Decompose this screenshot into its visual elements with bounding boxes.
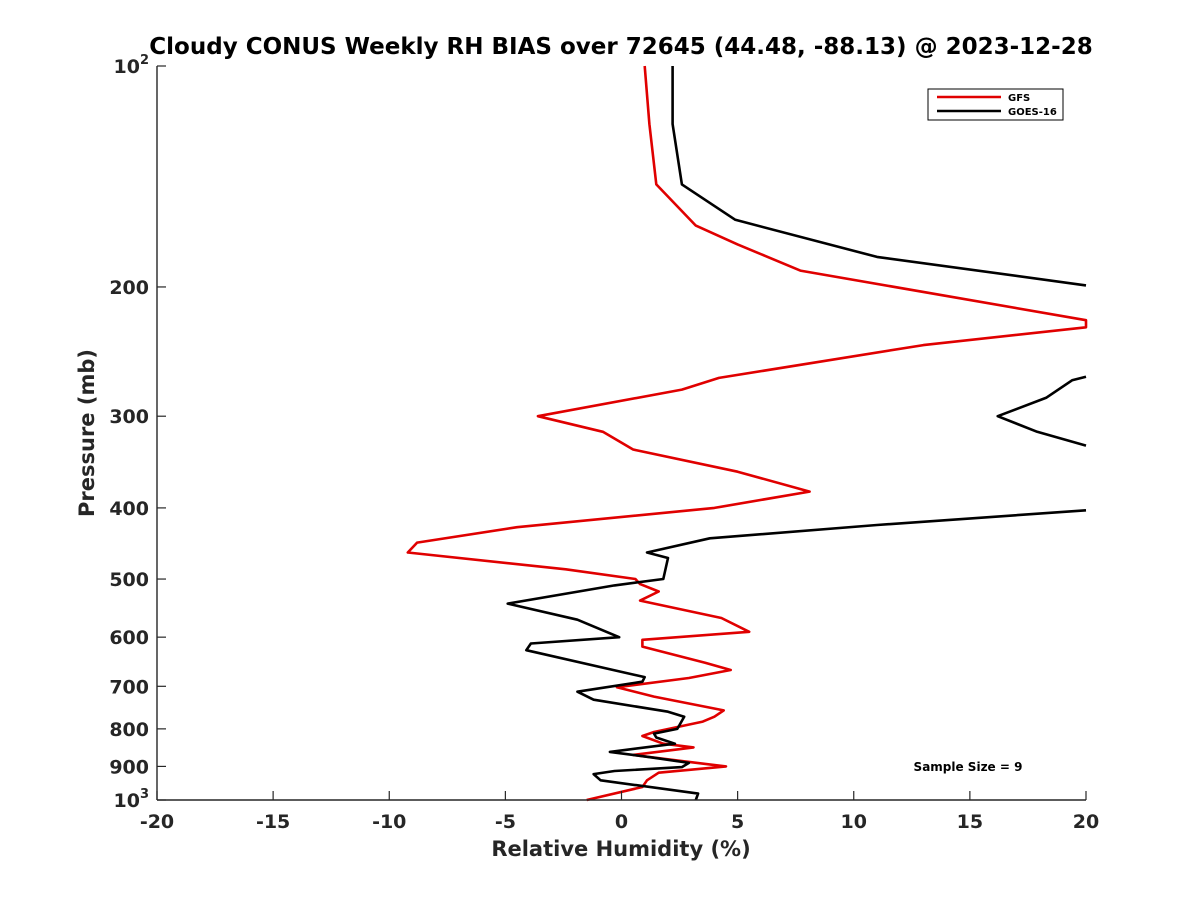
y-tick-label: 900: [109, 756, 149, 778]
chart-title: Cloudy CONUS Weekly RH BIAS over 72645 (…: [149, 34, 1092, 60]
x-axis-label: Relative Humidity (%): [491, 837, 750, 861]
legend-label-goes-16: GOES-16: [1008, 107, 1057, 118]
x-tick-label: 5: [731, 811, 744, 833]
x-tick-label: 10: [841, 811, 867, 833]
x-tick-label: -20: [140, 811, 174, 833]
y-tick-label: 400: [109, 498, 149, 520]
x-tick-label: 0: [615, 811, 628, 833]
legend: GFS GOES-16: [927, 88, 1064, 121]
y-tick-label: 700: [109, 676, 149, 698]
x-tick-label: -5: [495, 811, 516, 833]
legend-label-gfs: GFS: [1008, 93, 1030, 104]
y-tick-label: 500: [109, 569, 149, 591]
y-tick-label: 300: [109, 406, 149, 428]
data-layer: [406, 65, 1088, 802]
y-axis-label: Pressure (mb): [75, 349, 99, 517]
x-tick-label: 20: [1073, 811, 1099, 833]
y-tick-label: 600: [109, 627, 149, 649]
y-tick-label: 800: [109, 719, 149, 741]
sample-size-note: Sample Size = 9: [914, 760, 1023, 774]
axes-layer: -20 -15 -10 -5 0 5 10 15 20 102 200 300 400 500 600 700…: [109, 53, 1099, 833]
legend-box: [927, 88, 1064, 121]
series-line-goes-16: [506, 66, 1087, 801]
x-tick-label: -15: [256, 811, 290, 833]
y-tick-label: 103: [114, 787, 150, 812]
y-tick-label: 102: [114, 53, 150, 78]
x-tick-label: -10: [372, 811, 406, 833]
x-tick-label: 15: [957, 811, 983, 833]
y-tick-label: 200: [109, 277, 149, 299]
